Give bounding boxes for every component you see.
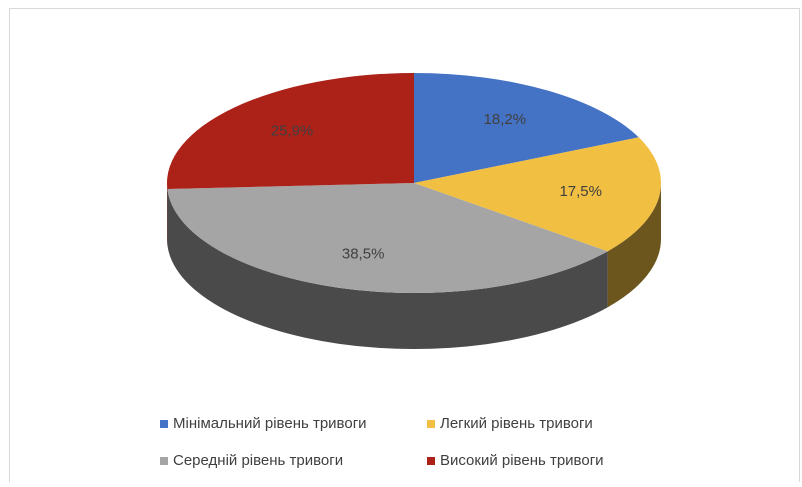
legend-marker: [427, 420, 435, 428]
legend-marker: [427, 457, 435, 465]
legend-label: Мінімальний рівень тривоги: [173, 415, 367, 432]
legend-label: Високий рівень тривоги: [440, 452, 604, 469]
legend-label: Легкий рівень тривоги: [440, 415, 593, 432]
legend-marker: [160, 457, 168, 465]
data-label: 38,5%: [342, 245, 385, 262]
data-label: 25,9%: [271, 123, 314, 140]
legend-label: Середній рівень тривоги: [173, 452, 343, 469]
legend-marker: [160, 420, 168, 428]
data-label: 18,2%: [484, 111, 527, 128]
data-label: 17,5%: [559, 183, 602, 200]
